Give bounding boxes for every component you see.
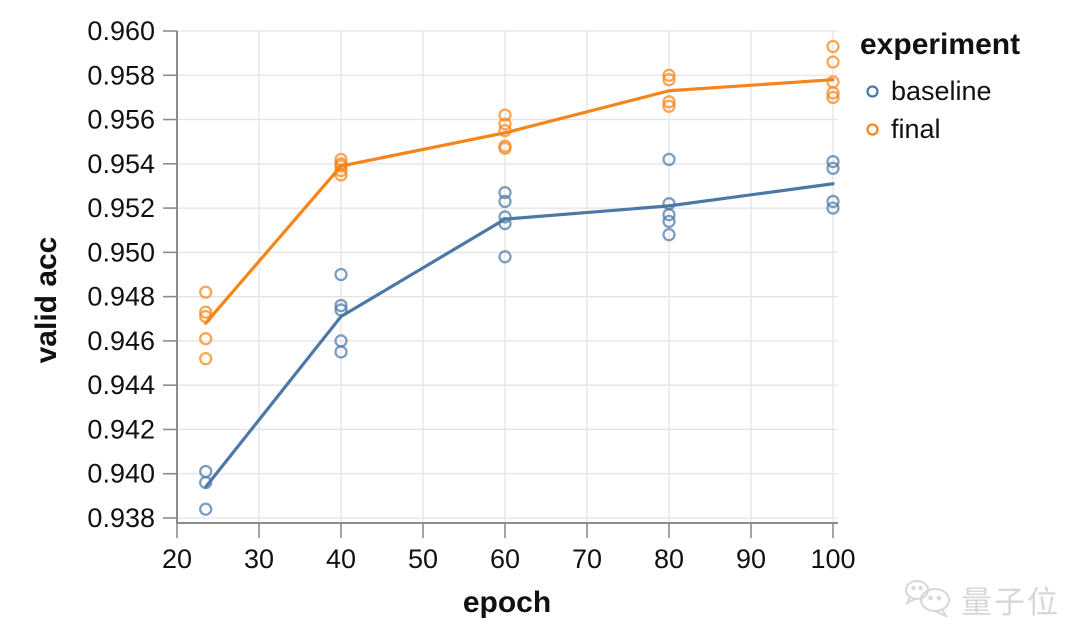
mean-line-final bbox=[204, 78, 835, 325]
scatter-point-final bbox=[662, 95, 676, 109]
scatter-point-final bbox=[199, 285, 213, 299]
scatter-point-baseline bbox=[334, 298, 348, 313]
y-axis-title: valid acc bbox=[30, 236, 63, 364]
scatter-point-baseline bbox=[826, 154, 840, 169]
scatter-point-final bbox=[498, 141, 512, 155]
scatter-point-final bbox=[199, 332, 213, 346]
x-tick-label: 80 bbox=[654, 544, 684, 574]
x-axis-title: epoch bbox=[462, 586, 552, 619]
legend: experiment baseline final bbox=[860, 28, 1020, 152]
scatter-point-baseline bbox=[199, 464, 213, 479]
x-tick-label: 90 bbox=[736, 544, 766, 574]
y-tick-label: 0.958 bbox=[87, 60, 155, 90]
scatter-point-baseline bbox=[334, 345, 348, 359]
scatter-point-baseline bbox=[662, 152, 676, 167]
y-tick-label: 0.942 bbox=[87, 414, 155, 444]
scatter-point-baseline bbox=[334, 303, 348, 317]
y-tick-label: 0.938 bbox=[87, 503, 155, 533]
legend-item-label: final bbox=[891, 114, 941, 144]
scatter-point-baseline bbox=[498, 185, 512, 200]
scatter-point-baseline bbox=[826, 201, 840, 215]
scatter-point-baseline bbox=[498, 216, 512, 231]
y-tick-label: 0.948 bbox=[87, 282, 155, 312]
y-tick-label: 0.954 bbox=[87, 149, 155, 179]
scatter-point-final bbox=[662, 99, 676, 113]
legend-item-baseline: baseline bbox=[860, 76, 1020, 107]
scatter-point-baseline bbox=[826, 194, 840, 209]
scatter-point-final bbox=[498, 108, 512, 122]
scatter-point-final bbox=[826, 55, 840, 69]
x-tick-label: 40 bbox=[326, 544, 356, 574]
scatter-point-final bbox=[662, 68, 676, 82]
scatter-point-final bbox=[334, 159, 348, 173]
x-tick-label: 100 bbox=[810, 544, 855, 574]
y-tick-label: 0.946 bbox=[87, 326, 155, 356]
watermark-text: 量子位 bbox=[961, 584, 1060, 620]
legend-title: experiment bbox=[860, 28, 1021, 61]
y-tick-label: 0.944 bbox=[87, 370, 155, 400]
scatter-point-final bbox=[498, 123, 512, 138]
scatter-point-baseline bbox=[662, 208, 676, 222]
scatter-point-baseline bbox=[498, 210, 512, 224]
scatter-point-baseline bbox=[334, 267, 348, 282]
x-tick-label: 50 bbox=[408, 544, 438, 574]
legend-item-label: baseline bbox=[891, 76, 992, 106]
y-tick-label: 0.956 bbox=[87, 105, 155, 135]
y-tick-label: 0.960 bbox=[87, 16, 155, 46]
scatter-point-final bbox=[498, 117, 512, 131]
scatter-point-final bbox=[199, 351, 213, 366]
x-tick-label: 70 bbox=[572, 544, 602, 574]
scatter-point-baseline bbox=[662, 228, 676, 242]
scatter-point-baseline bbox=[199, 502, 213, 516]
scatter-point-final bbox=[826, 39, 840, 54]
scatter-point-final bbox=[662, 73, 676, 87]
scatter-point-baseline bbox=[826, 161, 840, 175]
scatter-point-final bbox=[334, 168, 348, 182]
scatter-point-final bbox=[826, 90, 840, 105]
scatter-point-final bbox=[199, 305, 213, 319]
scatter-point-final bbox=[334, 163, 348, 178]
y-tick-label: 0.950 bbox=[87, 237, 155, 267]
scatter-point-baseline bbox=[498, 194, 512, 209]
x-tick-label: 20 bbox=[162, 544, 192, 574]
final-marker-icon bbox=[866, 123, 879, 136]
scatter-point-final bbox=[826, 86, 840, 100]
scatter-point-baseline bbox=[199, 475, 213, 490]
x-tick-label: 30 bbox=[244, 544, 274, 574]
watermark: 量子位 bbox=[902, 576, 1060, 622]
wechat-chat-bubbles-icon bbox=[904, 580, 950, 619]
mean-line-baseline bbox=[204, 182, 835, 489]
scatter-point-final bbox=[199, 309, 213, 324]
scatter-point-baseline bbox=[498, 250, 512, 264]
scatter-point-baseline bbox=[662, 214, 676, 229]
legend-item-final: final bbox=[860, 114, 1020, 145]
baseline-marker-icon bbox=[866, 85, 879, 98]
x-tick-label: 60 bbox=[490, 544, 520, 574]
y-tick-label: 0.940 bbox=[87, 459, 155, 489]
y-tick-label: 0.952 bbox=[87, 193, 155, 223]
